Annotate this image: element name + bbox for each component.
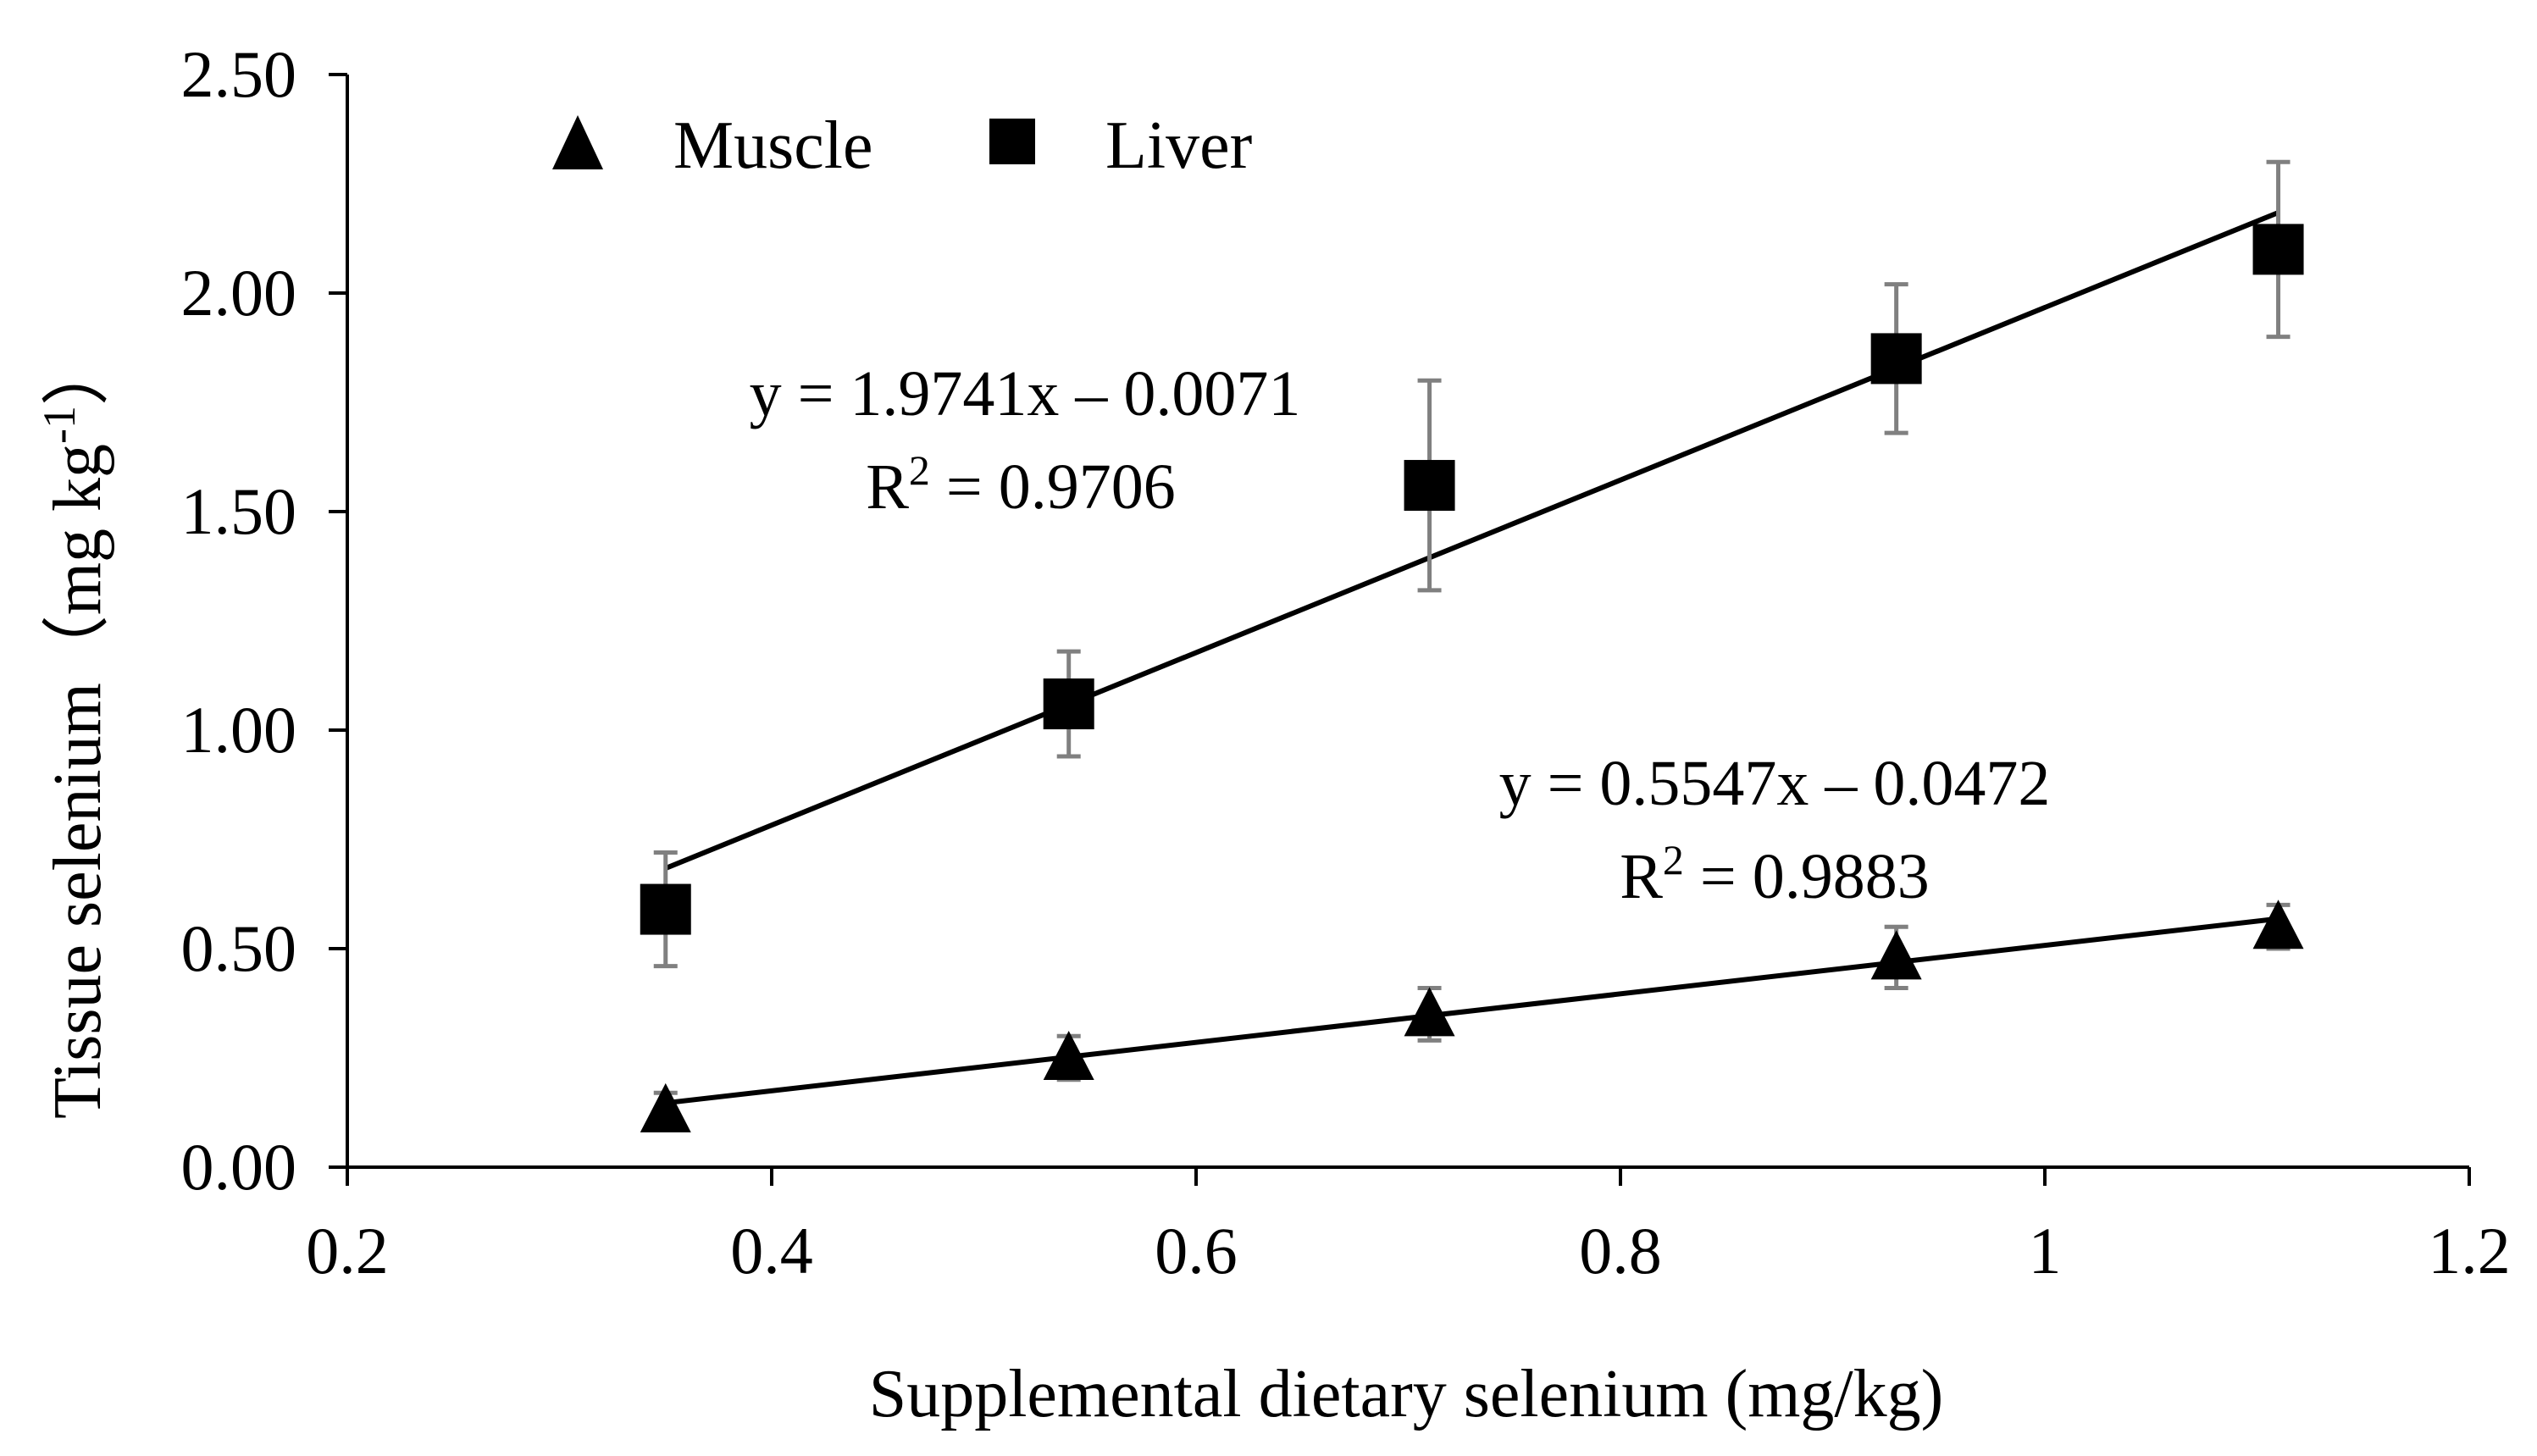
liver-point: [1404, 460, 1455, 512]
muscle-r-value: = 0.9883: [1684, 841, 1930, 912]
y-tick-label: 0.00: [181, 1130, 297, 1204]
legend-label-liver: Liver: [1105, 108, 1252, 183]
plot-area: [640, 159, 2304, 1132]
liver-point: [1043, 678, 1094, 730]
muscle-r-superscript: 2: [1663, 836, 1684, 883]
muscle-point: [1870, 930, 1922, 980]
legend-marker-muscle: [552, 115, 603, 169]
x-axis: 0.2 0.4 0.6 0.8 1 1.2: [306, 1165, 2511, 1287]
x-tick-label: 1.2: [2428, 1214, 2511, 1287]
muscle-r-squared: R2 = 0.9883: [1620, 836, 1930, 912]
liver-equation: y = 1.9741x – 0.0071: [750, 358, 1301, 429]
y-tick-label: 0.50: [181, 911, 297, 985]
liver-r-squared: R2 = 0.9706: [866, 446, 1176, 523]
liver-point: [1870, 333, 1922, 385]
y-axis-title: Tissue selenium（mg kg-1）: [34, 338, 115, 1119]
y-axis-title-end: ）: [41, 338, 115, 406]
x-tick-label: 0.4: [730, 1214, 813, 1287]
x-tick-label: 0.6: [1155, 1214, 1238, 1287]
liver-equation-annotation: y = 1.9741x – 0.0071 R2 = 0.9706: [750, 358, 1301, 523]
muscle-point: [2252, 900, 2304, 949]
y-tick-label: 1.50: [181, 474, 297, 548]
muscle-equation: y = 0.5547x – 0.0472: [1499, 748, 2051, 819]
liver-point: [640, 883, 691, 935]
muscle-point: [640, 1082, 691, 1132]
legend: Muscle Liver: [552, 108, 1252, 183]
liver-r-label: R: [866, 451, 909, 523]
y-tick-label: 2.00: [181, 256, 297, 329]
x-tick-label: 0.2: [306, 1214, 389, 1287]
legend-label-muscle: Muscle: [673, 108, 873, 183]
muscle-point: [1043, 1031, 1094, 1080]
y-tick-label: 2.50: [181, 37, 297, 111]
muscle-equation-annotation: y = 0.5547x – 0.0472 R2 = 0.9883: [1499, 748, 2051, 912]
liver-point: [2252, 224, 2304, 275]
x-tick-label: 1: [2029, 1214, 2062, 1287]
muscle-trendline: [665, 916, 2279, 1106]
muscle-r-label: R: [1620, 841, 1663, 912]
liver-trendline: [664, 210, 2279, 871]
x-tick-label: 0.8: [1579, 1214, 1662, 1287]
liver-r-value: = 0.9706: [930, 451, 1176, 523]
liver-r-superscript: 2: [909, 446, 930, 494]
legend-marker-liver: [989, 119, 1035, 164]
y-tick-label: 1.00: [181, 693, 297, 767]
muscle-point: [1404, 987, 1455, 1037]
x-axis-title: Supplemental dietary selenium (mg/kg): [869, 1357, 1944, 1431]
y-axis-title-main: Tissue selenium（mg kg: [41, 444, 115, 1119]
y-axis-title-superscript: -1: [34, 406, 85, 444]
y-axis: 0.00 0.50 1.00 1.50 2.00 2.50: [181, 37, 349, 1204]
